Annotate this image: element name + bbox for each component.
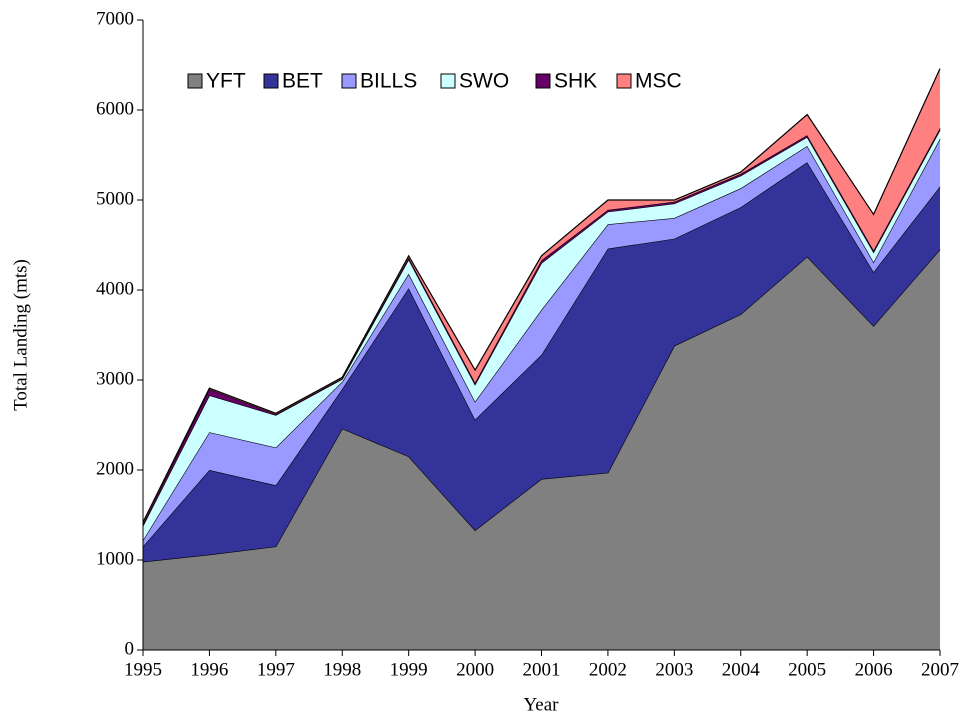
legend-label: BET	[282, 70, 323, 93]
y-tick-label: 5000	[96, 188, 134, 209]
y-tick-label: 1000	[96, 548, 134, 569]
y-tick-label: 4000	[96, 278, 134, 299]
legend-label: YFT	[206, 70, 246, 93]
area	[143, 249, 940, 650]
x-tick-label: 2004	[722, 659, 761, 680]
y-tick-label: 0	[125, 638, 135, 659]
y-tick-label: 3000	[96, 368, 134, 389]
x-tick-label: 2000	[456, 659, 494, 680]
legend-swatch	[440, 73, 456, 89]
legend-label: SWO	[459, 70, 509, 93]
x-tick-label: 1997	[257, 659, 295, 680]
y-tick-label: 6000	[96, 98, 134, 119]
legend-swatch	[187, 73, 203, 89]
x-tick-label: 2001	[523, 659, 561, 680]
legend-swatch	[263, 73, 279, 89]
area	[143, 138, 940, 547]
x-tick-label: 2007	[921, 659, 959, 680]
y-axis-label: Total Landing (mts)	[10, 259, 31, 411]
y-tick-label: 7000	[96, 8, 134, 29]
y-tick-label: 2000	[96, 458, 134, 479]
legend-swatch	[616, 73, 632, 89]
area-outline	[142, 68, 941, 523]
x-tick-label: 1999	[390, 659, 428, 680]
x-tick-label: 1996	[190, 659, 228, 680]
legend-label: SHK	[554, 70, 597, 93]
legend-swatch	[535, 73, 551, 89]
area	[143, 162, 940, 562]
x-tick-label: 1998	[323, 659, 361, 680]
legend-label: MSC	[635, 70, 682, 93]
x-axis-label: Year	[523, 694, 559, 715]
x-tick-label: 1995	[124, 659, 162, 680]
x-tick-label: 2002	[589, 659, 627, 680]
legend-label: BILLS	[360, 70, 417, 93]
x-tick-label: 2005	[788, 659, 826, 680]
legend-swatch	[341, 73, 357, 89]
x-tick-label: 2003	[655, 659, 693, 680]
x-tick-label: 2006	[855, 659, 893, 680]
